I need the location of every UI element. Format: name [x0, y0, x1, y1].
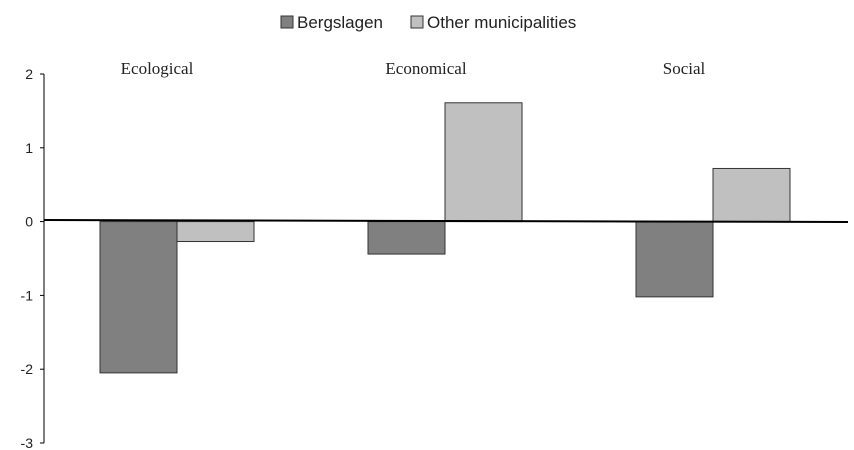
legend: Bergslagen Other municipalities	[280, 13, 576, 32]
bar-bergslagen-economical	[367, 221, 446, 255]
category-label-economical: Economical	[385, 59, 466, 78]
bars	[99, 102, 791, 374]
legend-swatch-other-municipalities	[410, 15, 424, 29]
category-label-social: Social	[663, 59, 706, 78]
bar-other-municipalities-ecological	[176, 221, 255, 243]
zero-baseline	[43, 219, 849, 223]
y-tick-label: 0	[25, 214, 33, 230]
bar-bergslagen-social	[635, 221, 714, 298]
category-labels: Ecological Economical Social	[121, 59, 706, 78]
y-tick-label: -1	[21, 287, 34, 303]
legend-label-bergslagen: Bergslagen	[297, 13, 383, 32]
bar-other-municipalities-social	[712, 167, 791, 223]
category-label-ecological: Ecological	[121, 59, 194, 78]
y-tick-label: 2	[25, 66, 33, 82]
y-tick-label: -2	[21, 361, 34, 377]
y-tick-label: 1	[25, 140, 33, 156]
y-axis-ticks: 2 1 0 -1 -2 -3	[21, 66, 44, 450]
legend-swatch-bergslagen	[280, 15, 294, 29]
bar-other-municipalities-economical	[444, 102, 523, 223]
y-tick-label: -3	[21, 435, 34, 450]
bar-bergslagen-ecological	[99, 221, 178, 374]
legend-label-other-municipalities: Other municipalities	[427, 13, 576, 32]
